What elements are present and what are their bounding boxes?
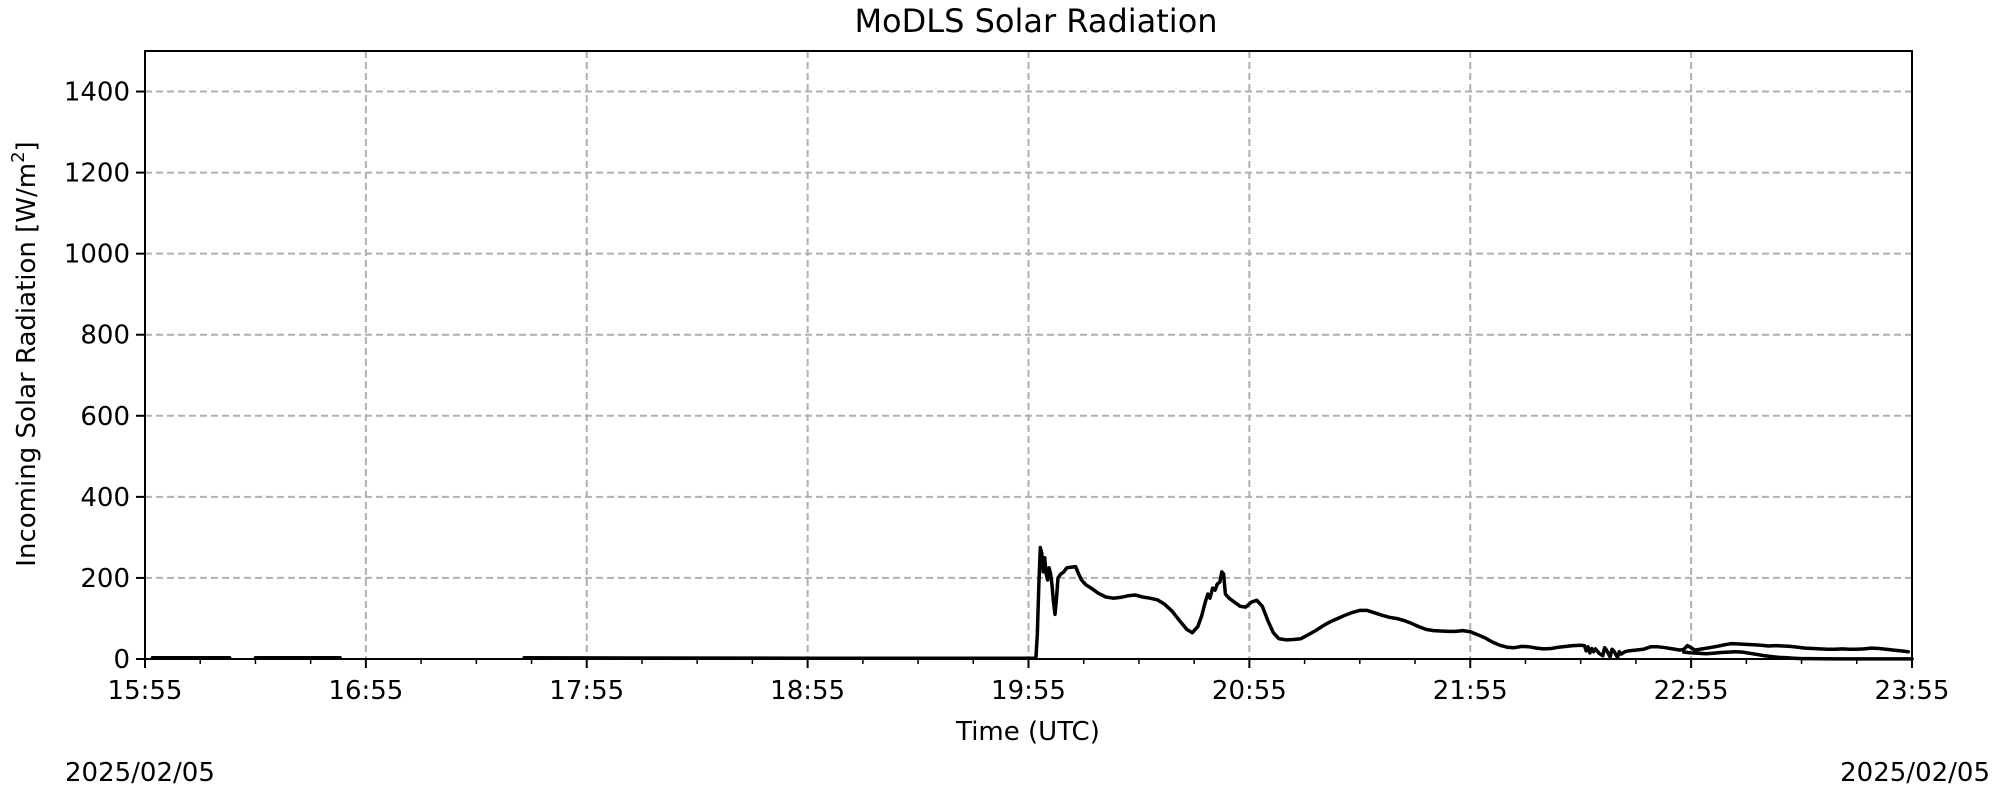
y-tick-label: 800 <box>80 321 130 351</box>
y-tick-label: 600 <box>80 402 130 432</box>
x-tick-label: 15:55 <box>108 676 183 706</box>
series-layer <box>150 545 1914 661</box>
grid <box>145 51 1912 659</box>
y-tick-label: 0 <box>113 645 130 675</box>
x-tick-label: 22:55 <box>1654 676 1729 706</box>
series-line <box>1682 649 1914 661</box>
date-label-left: 2025/02/05 <box>65 758 215 788</box>
y-axis-label-main: Incoming Solar Radiation [W/m <box>12 163 42 567</box>
x-tick-label: 19:55 <box>991 676 1066 706</box>
x-tick-label: 17:55 <box>549 676 624 706</box>
ticks: 0 200 400 600 800 1000 1200 1400 15:55 16:55 17:55… <box>64 78 1950 706</box>
x-tick-label: 23:55 <box>1875 676 1950 706</box>
y-axis-label-superscript: 2 <box>8 151 29 162</box>
x-axis-label: Time (UTC) <box>955 717 1100 747</box>
series-line <box>1034 545 1911 660</box>
x-tick-label: 20:55 <box>1212 676 1287 706</box>
y-axis-label: Incoming Solar Radiation [W/m2] <box>8 141 42 566</box>
y-axis-label-end: ] <box>12 141 42 151</box>
x-tick-label: 16:55 <box>328 676 403 706</box>
chart-title: MoDLS Solar Radiation <box>854 2 1217 40</box>
y-tick-label: 1400 <box>64 78 130 108</box>
x-tick-label: 18:55 <box>770 676 845 706</box>
x-tick-label: 21:55 <box>1433 676 1508 706</box>
y-tick-label: 1000 <box>64 240 130 270</box>
y-tick-label: 400 <box>80 483 130 513</box>
y-tick-label: 1200 <box>64 159 130 189</box>
y-tick-label: 200 <box>80 564 130 594</box>
date-label-right: 2025/02/05 <box>1840 758 1990 788</box>
